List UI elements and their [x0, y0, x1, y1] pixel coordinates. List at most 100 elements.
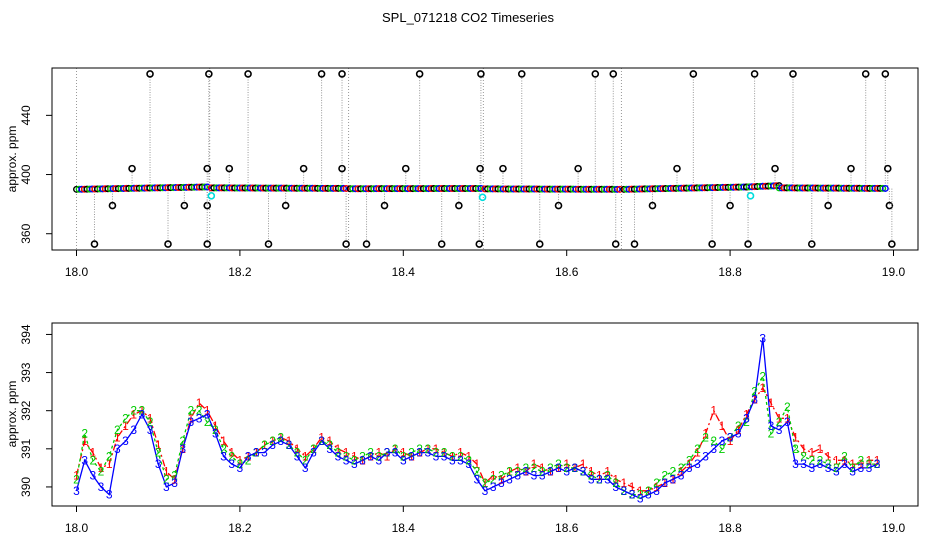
panel1-baseline-point-49 — [201, 183, 209, 191]
series-3-marker-8: 3 — [139, 408, 146, 422]
series-2-marker-34: 2 — [351, 453, 358, 467]
panel2-y-tick-label-0: 390 — [19, 477, 33, 497]
series-1-marker-1: 1 — [81, 434, 88, 448]
series-2-marker-60: 2 — [563, 461, 570, 475]
series-3-marker-97: 3 — [866, 461, 873, 475]
series-1-marker-78: 1 — [710, 404, 717, 418]
series-1-marker-18: 1 — [220, 434, 227, 448]
series-1-marker-85: 1 — [768, 396, 775, 410]
panel1-x-tick-label-2: 18.4 — [392, 265, 416, 279]
panel2-y-tick-label-2: 392 — [19, 400, 33, 420]
series-2-marker-97: 2 — [866, 457, 873, 471]
series-2-marker-42: 2 — [416, 442, 423, 456]
series-2-marker-33: 2 — [343, 449, 350, 463]
panel1-spike-point-mid-4 — [338, 164, 346, 173]
series-3-marker-96: 3 — [857, 461, 864, 475]
series-1-marker-37: 1 — [375, 446, 382, 460]
series-1-marker-31: 1 — [326, 434, 333, 448]
series-1-marker-22: 1 — [253, 446, 260, 460]
panel2-x-tick-label-4: 18.8 — [718, 521, 742, 535]
series-3-line — [75, 338, 878, 500]
panel1-flagged-points — [207, 192, 755, 202]
panel1-spike-point-high-10 — [689, 70, 698, 78]
series-3-marker-53: 3 — [506, 472, 513, 486]
series-2-marker-28: 2 — [302, 453, 309, 467]
panel1-spike-point-high-5 — [415, 70, 424, 78]
series-2-marker-54: 2 — [514, 465, 521, 479]
series-1-marker-6: 1 — [122, 419, 129, 433]
series-2-marker-80: 2 — [727, 430, 734, 444]
series-1-marker-0: 1 — [73, 469, 80, 483]
panel1-spike-point-low-5 — [455, 201, 463, 210]
series-1-marker-91: 1 — [817, 442, 824, 456]
panel1-spike-point-high-11 — [750, 70, 759, 78]
series-3-marker-56: 3 — [531, 469, 538, 483]
panel1-spike-point-high-12 — [789, 70, 797, 78]
series-1-marker-94: 1 — [841, 453, 848, 467]
series-3-marker-42: 3 — [416, 446, 423, 460]
panel2-frame — [51, 322, 919, 507]
panel1-baseline-point-103 — [342, 184, 350, 192]
series-2-marker-22: 2 — [253, 446, 260, 460]
series-1-marker-34: 1 — [351, 449, 358, 463]
series-2-marker-94: 2 — [841, 449, 848, 463]
series-2-marker-29: 2 — [310, 442, 317, 456]
series-1-marker-29: 1 — [310, 442, 317, 456]
series-3-marker-87: 3 — [784, 415, 791, 429]
panel1-gridlines — [76, 68, 622, 250]
series-2-marker-96: 2 — [857, 453, 864, 467]
panel1-spike-point-low-1 — [180, 201, 189, 210]
panel1-spike-point-high-1 — [205, 70, 213, 78]
series-2-marker-49: 2 — [473, 465, 480, 479]
series-3-marker-68: 3 — [629, 488, 636, 502]
series-1-line — [75, 386, 878, 492]
series-1-marker-82: 1 — [743, 408, 750, 422]
panel1-spike-point-mid-10 — [771, 164, 779, 173]
series-3-marker-11: 3 — [163, 480, 170, 494]
series-2-marker-81: 2 — [735, 419, 742, 433]
series-2-marker-64: 2 — [596, 472, 603, 486]
series-1-marker-25: 1 — [277, 430, 284, 444]
series-2-marker-13: 2 — [179, 434, 186, 448]
series-3-marker-38: 3 — [384, 446, 391, 460]
series-1-marker-53: 1 — [506, 465, 513, 479]
series-2-marker-77: 2 — [702, 430, 709, 444]
series-2-marker-47: 2 — [457, 449, 464, 463]
series-1-marker-55: 1 — [523, 465, 530, 479]
panel1-baseline-point-50 — [203, 183, 211, 191]
series-1-marker-11: 1 — [163, 465, 170, 479]
series-1-marker-59: 1 — [555, 461, 562, 475]
series-3-marker-60: 3 — [563, 465, 570, 479]
series-3-marker-98: 3 — [874, 457, 881, 471]
panel1-baseline-point-154 — [477, 184, 485, 192]
series-3-marker-66: 3 — [612, 480, 619, 494]
series-3-marker-31: 3 — [326, 442, 333, 456]
series-3-marker-13: 3 — [179, 442, 186, 456]
series-2-marker-48: 2 — [465, 453, 472, 467]
panel1-x-tick-label-0: 18.0 — [65, 265, 89, 279]
series-2-marker-93: 2 — [833, 461, 840, 475]
series-2-marker-9: 2 — [147, 415, 154, 429]
series-1-marker-15: 1 — [196, 396, 203, 410]
panel1-spike-point-mid-0 — [128, 164, 136, 173]
series-1-marker-58: 1 — [547, 465, 554, 479]
series-3-marker-0: 3 — [73, 484, 80, 498]
series-3-marker-25: 3 — [277, 434, 284, 448]
series-1-marker-32: 1 — [335, 442, 342, 456]
series-1-marker-63: 1 — [588, 465, 595, 479]
series-1-marker-98: 1 — [874, 453, 881, 467]
series-3-marker-2: 3 — [90, 469, 97, 483]
series-2-marker-55: 2 — [523, 461, 530, 475]
series-3-marker-18: 3 — [220, 449, 227, 463]
series-2-marker-36: 2 — [367, 446, 374, 460]
panel1-spike-point-mid-11 — [847, 164, 855, 173]
panel1-spike-point-low-8 — [726, 201, 734, 210]
series-3-marker-45: 3 — [441, 449, 448, 463]
series-3-marker-14: 3 — [188, 415, 195, 429]
series-1-marker-84: 1 — [759, 381, 766, 395]
panel1-spike-point-bottom-12 — [744, 240, 752, 248]
series-2-marker-40: 2 — [400, 449, 407, 463]
panel1-spike-point-bottom-10 — [630, 240, 639, 248]
series-1-marker-97: 1 — [866, 453, 873, 467]
